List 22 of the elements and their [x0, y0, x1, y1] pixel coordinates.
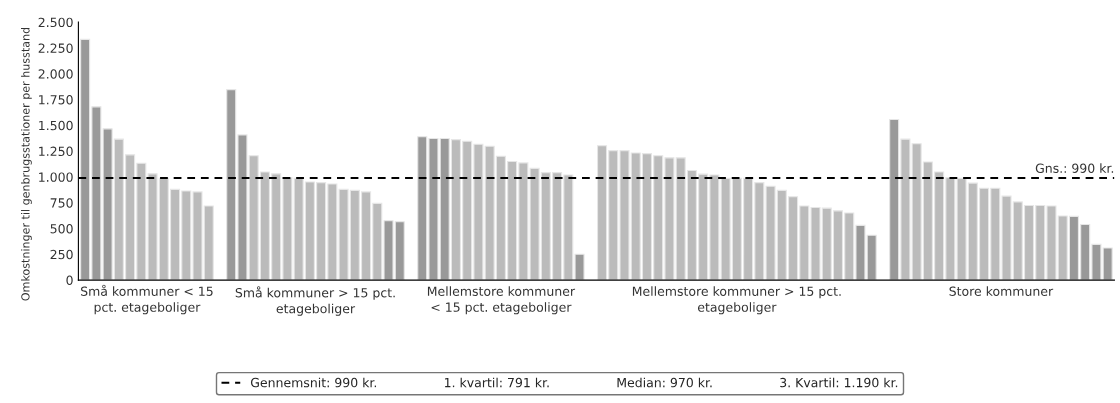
text: Mellemstore kommuner < 15 pct. etageboliger: [427, 286, 576, 315]
y-tick-label: 1.500: [39, 120, 73, 131]
text: 1. kvartil: 791 kr.: [444, 377, 549, 388]
y-tick-label: 2.250: [38, 43, 73, 53]
y-tick-label: 1.250: [39, 146, 73, 157]
y-axis-title: Omkostninger til genbrugsstationer per husstand: [21, 27, 32, 301]
y-tick-label: 2.000: [38, 69, 73, 79]
y-tick-label: 1.000: [39, 172, 73, 182]
text: Mellemstore kommuner > 15 pct. etageboliger: [632, 286, 841, 315]
text: Store kommuner: [949, 286, 1054, 296]
text: Små kommuner < 15 pct. etageboliger: [81, 284, 213, 315]
text: Gennemsnit: 990 kr.: [250, 377, 377, 388]
y-tick-label: 1.750: [39, 95, 73, 105]
text: Små kommuner > 15 pct. etageboliger: [235, 286, 395, 316]
y-tick-label: 500: [50, 223, 73, 234]
text: 3. Kvartil: 1.190 kr.: [780, 377, 898, 388]
y-tick-label: 750: [50, 198, 73, 208]
y-tick-label: 250: [50, 249, 73, 260]
text: Median: 970 kr.: [617, 377, 712, 388]
y-tick-label: 2.500: [38, 17, 73, 28]
ref-line-label: Gns.: 990 kr.: [1035, 163, 1114, 173]
y-tick-label: 0: [66, 275, 73, 286]
